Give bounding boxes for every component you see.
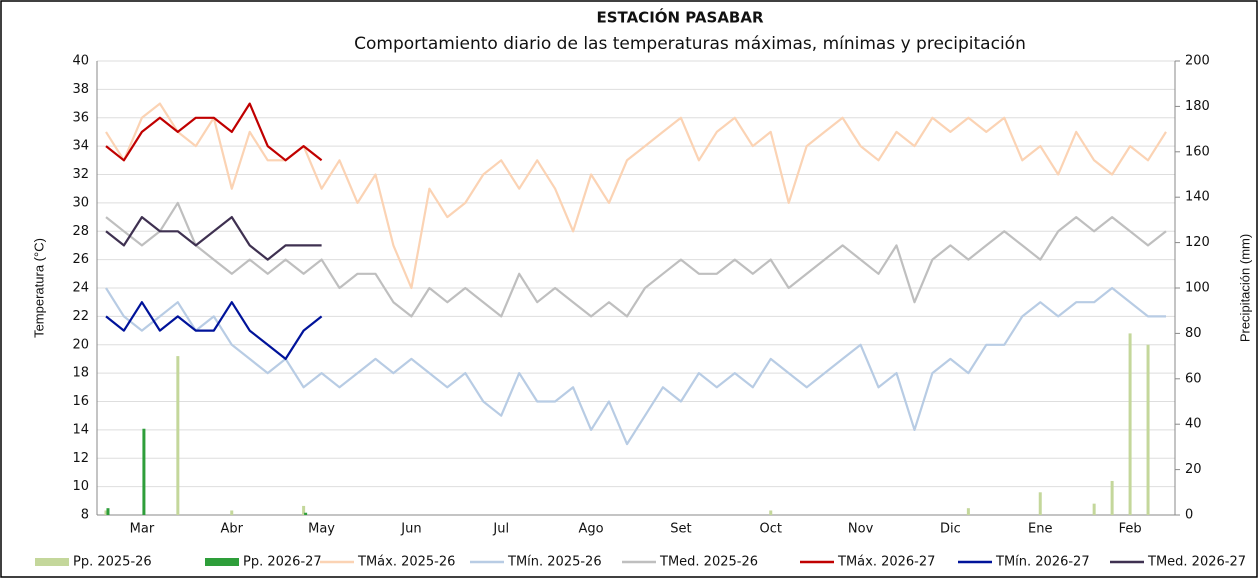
precip-bar [769, 510, 773, 515]
y2-tick-label: 180 [1185, 99, 1210, 114]
legend-label: TMáx. 2026-27 [837, 555, 935, 570]
series-line [105, 102, 323, 162]
x-tick-label: Set [670, 522, 691, 537]
precip-bar [1092, 503, 1096, 515]
x-tick-label: May [308, 522, 335, 537]
y2-tick-label: 0 [1185, 508, 1193, 523]
series-line [105, 102, 1167, 290]
legend-swatch [205, 558, 239, 566]
precip-bar [1110, 480, 1114, 515]
y-tick-label: 12 [72, 451, 89, 466]
y2-tick-label: 200 [1185, 54, 1210, 69]
precip-bar [1128, 333, 1132, 515]
precip-bar [176, 356, 180, 515]
y-tick-label: 18 [72, 366, 89, 381]
x-tick-label: Oct [760, 522, 782, 537]
x-tick-label: Feb [1119, 522, 1142, 537]
legend-label: TMín. 2025-26 [507, 555, 602, 570]
x-tick-label: Abr [221, 522, 244, 537]
y2-tick-label: 140 [1185, 190, 1210, 205]
legend-label: Pp. 2026-27 [243, 555, 322, 570]
chart-title: ESTACIÓN PASABAR [596, 8, 764, 27]
y-tick-label: 36 [72, 110, 89, 125]
y-tick-label: 26 [72, 252, 89, 267]
legend-label: TMed. 2026-27 [1147, 555, 1246, 570]
precip-bar [966, 508, 970, 515]
series-line [105, 301, 323, 360]
y-tick-label: 20 [72, 337, 89, 352]
y2-tick-label: 60 [1185, 371, 1202, 386]
y-tick-label: 24 [72, 281, 89, 296]
x-tick-label: Dic [940, 522, 961, 537]
precip-bar [230, 510, 234, 515]
x-tick-label: Jul [492, 522, 509, 537]
x-tick-label: Nov [848, 522, 874, 537]
x-tick-label: Jun [400, 522, 421, 537]
series-line [105, 201, 1167, 318]
y-tick-label: 28 [72, 224, 89, 239]
legend-label: Pp. 2025-26 [73, 555, 152, 570]
legend-swatch [35, 558, 69, 566]
y-tick-label: 8 [81, 508, 89, 523]
y2-tick-label: 20 [1185, 462, 1202, 477]
precip-bar [142, 428, 146, 515]
series-line [105, 216, 322, 261]
legend-label: TMed. 2025-26 [659, 555, 758, 570]
y-tick-label: 38 [72, 82, 89, 97]
legend-label: TMáx. 2025-26 [357, 555, 455, 570]
y-axis-title: Temperatura (°C) [31, 238, 46, 338]
y-tick-label: 32 [72, 167, 89, 182]
y-tick-label: 30 [72, 195, 89, 210]
y-tick-label: 40 [72, 54, 89, 69]
y2-tick-label: 40 [1185, 417, 1202, 432]
y-tick-label: 10 [72, 479, 89, 494]
precip-bar [302, 505, 306, 515]
precip-bar [304, 512, 308, 515]
y-tick-label: 16 [72, 394, 89, 409]
chart-subtitle: Comportamiento diario de las temperatura… [354, 34, 1026, 54]
y2-axis-title: Precipitación (mm) [1237, 234, 1252, 342]
x-tick-label: Ago [579, 522, 604, 537]
y-tick-label: 34 [72, 139, 89, 154]
series-line [105, 286, 1166, 446]
x-tick-label: Mar [130, 522, 155, 537]
y-tick-label: 22 [72, 309, 89, 324]
x-tick-label: Ene [1028, 522, 1052, 537]
precip-bar [104, 510, 108, 515]
legend-label: TMín. 2026-27 [995, 555, 1090, 570]
precip-bar [1146, 344, 1150, 515]
y-tick-label: 14 [72, 422, 89, 437]
precip-bar [1038, 492, 1042, 515]
y2-tick-label: 80 [1185, 326, 1202, 341]
precip-bar [106, 508, 110, 515]
y2-tick-label: 100 [1185, 281, 1210, 296]
y2-tick-label: 160 [1185, 144, 1210, 159]
y2-tick-label: 120 [1185, 235, 1210, 250]
